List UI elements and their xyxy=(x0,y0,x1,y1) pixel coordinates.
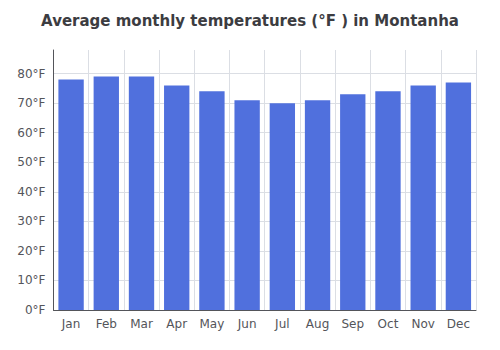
svg-text:Aug: Aug xyxy=(306,317,329,331)
svg-text:10°F: 10°F xyxy=(17,273,45,287)
svg-text:Jun: Jun xyxy=(237,317,257,331)
svg-text:Sep: Sep xyxy=(341,317,364,331)
svg-text:Jul: Jul xyxy=(274,317,289,331)
svg-text:May: May xyxy=(200,317,225,331)
svg-text:Apr: Apr xyxy=(166,317,187,331)
svg-text:60°F: 60°F xyxy=(17,126,45,140)
svg-text:30°F: 30°F xyxy=(17,214,45,228)
svg-text:Nov: Nov xyxy=(411,317,434,331)
svg-text:80°F: 80°F xyxy=(17,67,45,81)
svg-text:Average monthly temperatures (: Average monthly temperatures (°F ) in Mo… xyxy=(41,12,459,30)
svg-text:Oct: Oct xyxy=(378,317,399,331)
svg-text:Dec: Dec xyxy=(447,317,470,331)
svg-text:Feb: Feb xyxy=(96,317,117,331)
svg-text:Mar: Mar xyxy=(130,317,153,331)
svg-text:50°F: 50°F xyxy=(17,155,45,169)
svg-text:40°F: 40°F xyxy=(17,185,45,199)
svg-text:70°F: 70°F xyxy=(17,96,45,110)
svg-text:20°F: 20°F xyxy=(17,244,45,258)
svg-text:0°F: 0°F xyxy=(25,303,46,317)
svg-text:Jan: Jan xyxy=(61,317,81,331)
